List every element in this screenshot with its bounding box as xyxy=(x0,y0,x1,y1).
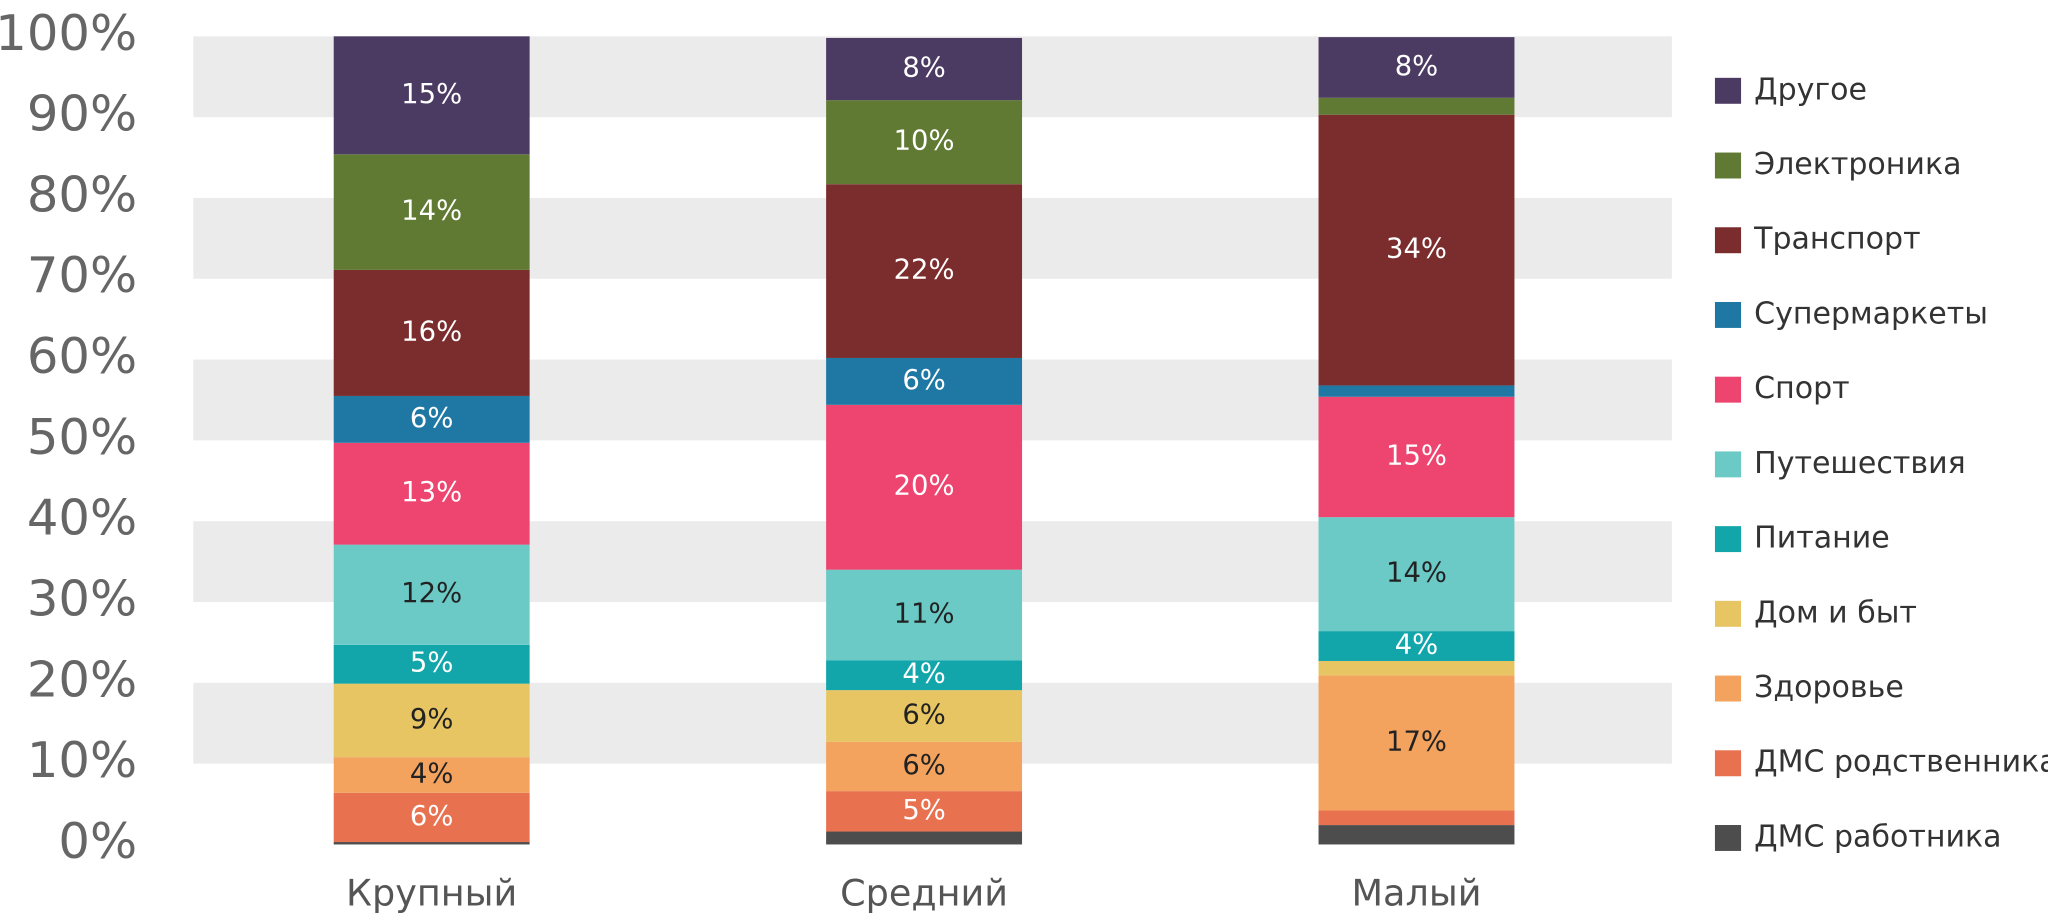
bar-segment xyxy=(1318,97,1515,115)
bar-segment xyxy=(1318,37,1515,98)
bar-segment xyxy=(333,792,530,843)
data-label: 13% xyxy=(401,477,462,508)
bar-segment xyxy=(1318,810,1515,826)
bar-segment xyxy=(826,690,1023,742)
data-label: 14% xyxy=(401,196,462,227)
data-label: 15% xyxy=(1386,441,1447,472)
legend-swatch xyxy=(1714,451,1742,478)
y-tick-label: 0% xyxy=(58,812,137,870)
y-tick-label: 90% xyxy=(27,85,137,143)
bar-segment xyxy=(333,36,530,155)
x-tick-label: Средний xyxy=(840,872,1008,915)
bar-segment xyxy=(826,791,1023,832)
bar-segment xyxy=(333,442,530,545)
bar-segment xyxy=(826,831,1023,845)
y-tick-label: 20% xyxy=(27,650,137,708)
bar-segment xyxy=(826,37,1023,101)
legend-label: Дом и быт xyxy=(1754,595,1917,630)
y-tick-label: 50% xyxy=(27,408,137,466)
bar-segment xyxy=(1318,517,1515,632)
bar-segment xyxy=(1318,114,1515,386)
data-label: 8% xyxy=(1395,51,1439,82)
legend-label: Супермаркеты xyxy=(1754,297,1988,332)
data-label: 5% xyxy=(410,648,454,679)
data-label: 17% xyxy=(1386,727,1447,758)
bar-segment xyxy=(826,100,1023,185)
legend-swatch xyxy=(1714,526,1742,553)
bar-segment xyxy=(826,357,1023,405)
bar-segment xyxy=(826,569,1023,661)
legend-swatch xyxy=(1714,152,1742,179)
legend-label: Транспорт xyxy=(1753,222,1920,257)
data-label: 6% xyxy=(902,700,946,731)
legend-swatch xyxy=(1714,750,1742,777)
x-tick-label: Крупный xyxy=(346,872,517,915)
data-label: 8% xyxy=(902,53,946,84)
legend-swatch xyxy=(1714,376,1742,403)
bar-segment xyxy=(333,683,530,758)
bar-segment xyxy=(826,741,1023,792)
bar-segment xyxy=(333,154,530,270)
data-label: 34% xyxy=(1386,234,1447,265)
bar-segment xyxy=(826,184,1023,358)
data-label: 6% xyxy=(410,801,454,832)
bar-segment xyxy=(1318,661,1515,676)
data-label: 6% xyxy=(410,403,454,434)
legend-swatch xyxy=(1714,301,1742,328)
bar-segment xyxy=(826,660,1023,691)
bar-segment xyxy=(826,404,1023,570)
legend-label: Здоровье xyxy=(1754,670,1904,705)
bar-segment xyxy=(1318,396,1515,518)
data-label: 12% xyxy=(401,578,462,609)
x-tick-label: Малый xyxy=(1352,872,1482,915)
legend-label: Другое xyxy=(1754,72,1867,107)
bar-segment xyxy=(1318,675,1515,811)
legend-swatch xyxy=(1714,227,1742,254)
bar-segment xyxy=(333,395,530,443)
data-label: 15% xyxy=(401,79,462,110)
data-label: 20% xyxy=(894,471,955,502)
y-tick-label: 80% xyxy=(27,166,137,224)
y-tick-label: 70% xyxy=(27,246,137,304)
legend-label: Электроника xyxy=(1754,147,1961,182)
y-tick-label: 100% xyxy=(0,4,137,62)
legend-label: Питание xyxy=(1754,521,1890,556)
legend-swatch xyxy=(1714,825,1742,851)
y-tick-label: 30% xyxy=(27,570,137,628)
legend-swatch xyxy=(1714,675,1742,702)
data-label: 9% xyxy=(410,704,454,735)
bar-segment xyxy=(333,842,530,845)
data-label: 6% xyxy=(902,750,946,781)
bar-segment xyxy=(333,544,530,645)
data-label: 4% xyxy=(1395,630,1439,661)
data-label: 5% xyxy=(902,795,946,826)
data-label: 16% xyxy=(401,316,462,347)
data-label: 14% xyxy=(1386,558,1447,589)
y-tick-label: 60% xyxy=(27,327,137,385)
y-tick-label: 40% xyxy=(27,489,137,547)
bar-segment xyxy=(1318,385,1515,397)
legend-swatch xyxy=(1714,600,1742,627)
legend-label: ДМС работника xyxy=(1754,820,2001,855)
data-label: 22% xyxy=(894,255,955,286)
data-label: 11% xyxy=(894,599,955,630)
bar-segment xyxy=(333,269,530,396)
y-tick-label: 10% xyxy=(27,731,137,789)
data-label: 6% xyxy=(902,365,946,396)
legend-label: ДМС родственника xyxy=(1754,745,2048,780)
bar-segment xyxy=(333,644,530,684)
data-label: 4% xyxy=(410,759,454,790)
legend-label: Путешествия xyxy=(1754,446,1966,481)
data-label: 10% xyxy=(894,126,955,157)
data-label: 4% xyxy=(902,659,946,690)
bar-segment xyxy=(1318,825,1515,845)
bar-segment xyxy=(333,757,530,793)
legend-label: Спорт xyxy=(1754,371,1850,406)
legend-swatch xyxy=(1714,77,1742,104)
bar-segment xyxy=(1318,631,1515,662)
